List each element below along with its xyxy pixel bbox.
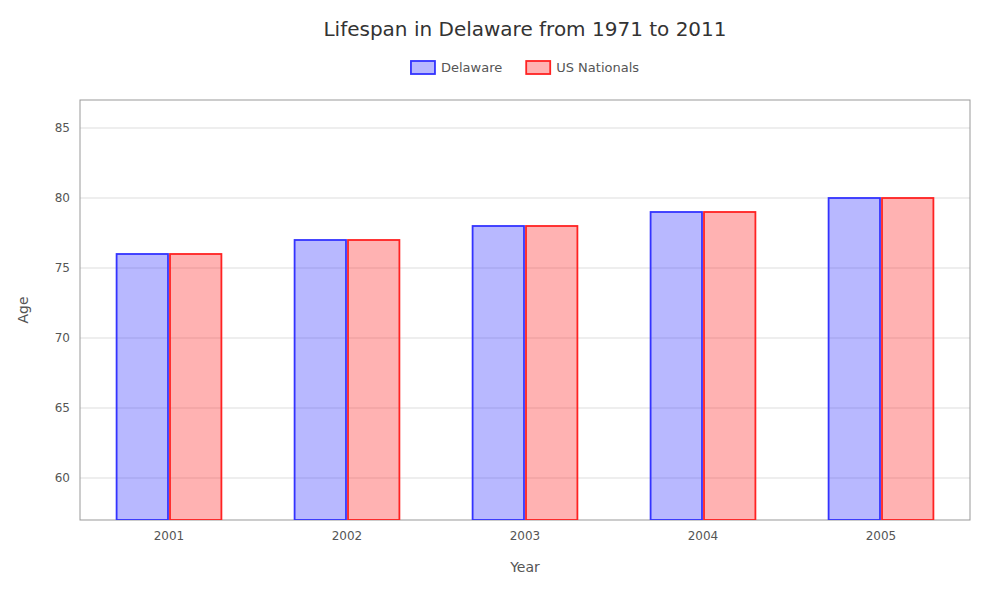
plot-frame bbox=[80, 100, 970, 520]
y-tick-label: 60 bbox=[55, 471, 70, 485]
legend-label: Delaware bbox=[441, 60, 502, 75]
y-tick-label: 70 bbox=[55, 331, 70, 345]
bar bbox=[829, 198, 880, 520]
x-tick-label: 2005 bbox=[866, 529, 897, 543]
legend-item: US Nationals bbox=[526, 60, 639, 75]
chart-title: Lifespan in Delaware from 1971 to 2011 bbox=[323, 17, 726, 41]
bar bbox=[473, 226, 524, 520]
x-tick-label: 2003 bbox=[510, 529, 541, 543]
legend-swatch bbox=[526, 61, 550, 74]
grid-line bbox=[80, 128, 970, 129]
legend-item: Delaware bbox=[411, 60, 502, 75]
x-tick-label: 2002 bbox=[332, 529, 363, 543]
chart-svg: 60 65 70 75 80 85 2001 2002 2003 2004 2005 Lifespan… bbox=[0, 0, 1000, 600]
legend: Delaware US Nationals bbox=[411, 60, 639, 75]
y-tick-label: 85 bbox=[55, 121, 70, 135]
bar bbox=[117, 254, 168, 520]
bars-group bbox=[117, 198, 934, 520]
y-axis-label: Age bbox=[15, 296, 31, 323]
bar bbox=[295, 240, 346, 520]
x-tick-label: 2004 bbox=[688, 529, 719, 543]
bar bbox=[348, 240, 399, 520]
legend-swatch bbox=[411, 61, 435, 74]
bar bbox=[170, 254, 221, 520]
bar bbox=[882, 198, 933, 520]
bar bbox=[526, 226, 577, 520]
chart-container: 60 65 70 75 80 85 2001 2002 2003 2004 2005 Lifespan… bbox=[0, 0, 1000, 600]
y-tick-label: 75 bbox=[55, 261, 70, 275]
bar bbox=[704, 212, 755, 520]
legend-label: US Nationals bbox=[556, 60, 639, 75]
x-tick-label: 2001 bbox=[154, 529, 185, 543]
y-tick-label: 80 bbox=[55, 191, 70, 205]
y-tick-label: 65 bbox=[55, 401, 70, 415]
x-axis-label: Year bbox=[509, 559, 540, 575]
bar bbox=[651, 212, 702, 520]
